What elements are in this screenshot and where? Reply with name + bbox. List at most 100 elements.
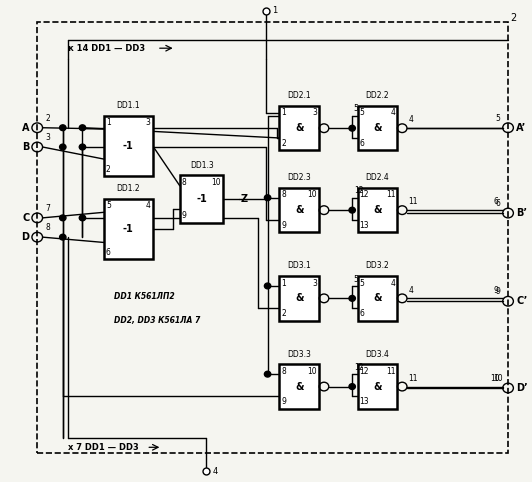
Text: 4: 4 xyxy=(409,115,413,124)
Text: &: & xyxy=(373,205,381,215)
Text: 10: 10 xyxy=(307,367,317,376)
Text: 11: 11 xyxy=(409,374,418,383)
Text: 3: 3 xyxy=(45,133,50,142)
Text: &: & xyxy=(373,123,381,133)
Text: 5: 5 xyxy=(495,114,500,123)
Text: х 7 DD1 — DD3: х 7 DD1 — DD3 xyxy=(68,443,139,452)
Text: -1: -1 xyxy=(123,141,134,151)
Text: B: B xyxy=(22,142,29,152)
Text: DD1.1: DD1.1 xyxy=(117,101,140,110)
Text: 1: 1 xyxy=(272,6,278,15)
Bar xyxy=(279,364,319,409)
Circle shape xyxy=(79,144,86,150)
Bar xyxy=(279,188,319,232)
Text: C’: C’ xyxy=(516,296,527,306)
Bar xyxy=(358,276,397,321)
Text: 7: 7 xyxy=(45,204,50,213)
Bar xyxy=(37,22,508,453)
Text: A: A xyxy=(22,123,29,133)
Text: 10: 10 xyxy=(212,178,221,187)
Text: 12: 12 xyxy=(360,367,369,376)
Text: 8: 8 xyxy=(281,367,286,376)
Text: A’: A’ xyxy=(516,123,527,133)
Text: 4: 4 xyxy=(213,467,218,476)
Bar xyxy=(358,364,397,409)
Text: 11: 11 xyxy=(409,197,418,206)
Text: 5: 5 xyxy=(106,201,111,211)
Text: 9: 9 xyxy=(493,285,498,295)
Text: DD2.3: DD2.3 xyxy=(287,173,311,182)
Text: DD1 К561ЛП2: DD1 К561ЛП2 xyxy=(114,292,175,301)
Text: &: & xyxy=(295,123,303,133)
Text: к 14 DD1 — DD3: к 14 DD1 — DD3 xyxy=(68,44,145,53)
Text: DD3.1: DD3.1 xyxy=(287,261,311,270)
Text: 9: 9 xyxy=(281,221,286,230)
Text: 5: 5 xyxy=(354,105,359,113)
Text: 6: 6 xyxy=(493,197,498,206)
Circle shape xyxy=(60,144,66,150)
Text: DD3.3: DD3.3 xyxy=(287,349,311,359)
Text: 6: 6 xyxy=(495,199,500,208)
Text: 12: 12 xyxy=(360,190,369,200)
Text: -1: -1 xyxy=(123,224,134,234)
Text: 10: 10 xyxy=(493,374,503,383)
Bar xyxy=(279,106,319,150)
Circle shape xyxy=(60,125,66,131)
Text: 2: 2 xyxy=(106,164,111,174)
Text: &: & xyxy=(295,205,303,215)
Text: 6: 6 xyxy=(106,248,111,257)
Text: 6: 6 xyxy=(360,139,364,148)
Bar xyxy=(104,116,153,176)
Text: &: & xyxy=(295,294,303,303)
Text: DD3.4: DD3.4 xyxy=(365,349,389,359)
Text: 5: 5 xyxy=(354,275,359,283)
Circle shape xyxy=(79,215,86,221)
Circle shape xyxy=(264,195,271,201)
Text: 3: 3 xyxy=(312,279,317,288)
Text: 4: 4 xyxy=(390,108,395,118)
Text: 2: 2 xyxy=(281,309,286,318)
Text: &: & xyxy=(373,382,381,391)
Text: 3: 3 xyxy=(312,108,317,118)
Text: D: D xyxy=(21,232,29,242)
Text: 13: 13 xyxy=(360,221,369,230)
Circle shape xyxy=(349,125,355,131)
Text: 8: 8 xyxy=(182,178,187,187)
Text: 3: 3 xyxy=(146,118,151,127)
Text: 2: 2 xyxy=(510,13,517,23)
Text: 1: 1 xyxy=(106,118,111,127)
Bar xyxy=(358,106,397,150)
Circle shape xyxy=(349,295,355,301)
Text: 1: 1 xyxy=(281,108,286,118)
Text: 12: 12 xyxy=(354,363,363,372)
Text: B’: B’ xyxy=(516,208,527,218)
Text: 1: 1 xyxy=(281,279,286,288)
Text: 4: 4 xyxy=(146,201,151,211)
Text: 11: 11 xyxy=(386,367,395,376)
Bar xyxy=(279,276,319,321)
Text: DD2.4: DD2.4 xyxy=(365,173,389,182)
Text: 2: 2 xyxy=(45,114,50,123)
Circle shape xyxy=(60,215,66,221)
Text: DD2, DD3 К561ЛА 7: DD2, DD3 К561ЛА 7 xyxy=(114,316,201,325)
Text: 10: 10 xyxy=(307,190,317,200)
Circle shape xyxy=(264,371,271,377)
Bar xyxy=(358,188,397,232)
Text: 5: 5 xyxy=(360,279,364,288)
Text: D’: D’ xyxy=(516,383,528,393)
Circle shape xyxy=(79,125,86,131)
Text: DD3.2: DD3.2 xyxy=(365,261,389,270)
Text: 9: 9 xyxy=(495,287,500,296)
Text: 2: 2 xyxy=(281,139,286,148)
Text: 5: 5 xyxy=(360,108,364,118)
Circle shape xyxy=(264,283,271,289)
Circle shape xyxy=(349,384,355,389)
Circle shape xyxy=(349,207,355,213)
Text: &: & xyxy=(295,382,303,391)
Text: 8: 8 xyxy=(281,190,286,200)
Bar xyxy=(104,199,153,259)
Bar xyxy=(180,175,223,223)
Text: 9: 9 xyxy=(281,397,286,406)
Text: 4: 4 xyxy=(409,285,413,295)
Text: DD2.2: DD2.2 xyxy=(365,91,389,100)
